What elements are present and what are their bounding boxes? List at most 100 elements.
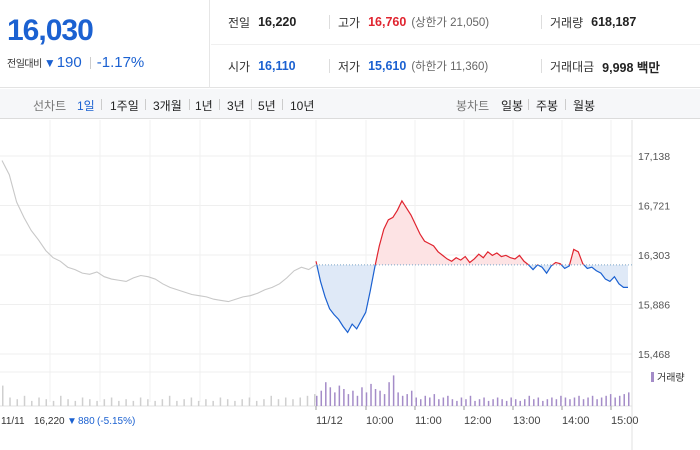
volume-bar-today xyxy=(424,395,427,406)
volume-bar-today xyxy=(514,399,517,406)
volume-bar-today xyxy=(429,397,431,406)
volume-bar-today xyxy=(600,397,603,406)
trade-value: 9,998 백만 xyxy=(602,60,660,75)
today-down-fill xyxy=(316,264,628,333)
y-tick-label: 17,138 xyxy=(638,151,670,163)
y-tick-label: 16,721 xyxy=(638,201,670,213)
x-axis: 11/12 10:00 11:00 12:00 13:00 14:00 15:00 xyxy=(315,406,639,427)
volume-bar-today xyxy=(365,392,368,406)
volume-bar-today xyxy=(442,397,445,406)
volume-bar-today xyxy=(374,389,377,406)
change-label: 전일대비 xyxy=(7,59,42,70)
volume-bar-prev xyxy=(299,397,301,406)
period-1day[interactable]: 1일 xyxy=(77,99,95,113)
volume-bar-today xyxy=(524,399,526,406)
volume-bar-today xyxy=(609,394,612,406)
volume-bar-prev xyxy=(81,397,84,406)
down-arrow-icon: ▼ xyxy=(67,416,77,427)
volume-bar-today xyxy=(478,399,481,406)
volume-bar-prev xyxy=(270,395,272,406)
volume-value: 618,187 xyxy=(591,15,637,29)
x-tick-label: 11:00 xyxy=(415,415,442,427)
price-chart[interactable]: 17,138 16,721 16,303 15,886 15,468 11/12 10:0… xyxy=(0,120,700,450)
prev-day-line xyxy=(1,160,317,303)
volume-bar-today xyxy=(401,395,404,406)
prev-day-change: 880 xyxy=(78,416,95,427)
period-3month[interactable]: 3개월 xyxy=(153,99,182,113)
volume-bar-today xyxy=(487,400,490,406)
candle-weekly[interactable]: 주봉 xyxy=(536,99,559,113)
candle-daily[interactable]: 일봉 xyxy=(501,99,524,113)
prev-close-value: 16,220 xyxy=(258,15,297,29)
divider xyxy=(282,99,283,110)
prev-close-label: 전일 xyxy=(228,15,251,30)
volume-bar-today xyxy=(388,382,390,406)
quote-info-grid: 전일 16,220 고가 16,760 (상한가 21,050) 거래량 618… xyxy=(211,0,700,88)
volume-bar-prev xyxy=(125,399,127,406)
volume-bar-today xyxy=(587,397,589,406)
lower-limit: (하한가 11,360) xyxy=(411,61,489,73)
period-3year[interactable]: 3년 xyxy=(227,99,245,113)
low-label: 저가 xyxy=(338,59,361,74)
volume-bar-today xyxy=(456,400,458,406)
volume-bar-prev xyxy=(284,397,287,406)
volume-bar-today xyxy=(392,375,395,406)
volume-bar-prev xyxy=(190,397,193,406)
volume-bar-today xyxy=(492,399,494,406)
trade-value-cell: 거래대금 9,998 백만 xyxy=(541,44,660,88)
open-value: 16,110 xyxy=(258,59,296,73)
high-cell: 고가 16,760 (상한가 21,050) xyxy=(328,0,490,44)
volume-bar-prev xyxy=(74,400,77,406)
candle-monthly[interactable]: 월봉 xyxy=(573,99,596,113)
volume-bar-today xyxy=(496,397,499,406)
y-tick-label: 16,303 xyxy=(638,250,670,262)
volume-bar-today xyxy=(325,382,327,406)
prev-day-area xyxy=(1,160,317,303)
divider xyxy=(89,56,91,69)
volume-bar-prev xyxy=(132,400,135,406)
period-1week[interactable]: 1주일 xyxy=(110,99,139,113)
prev-close-cell: 전일 16,220 xyxy=(228,0,296,44)
divider xyxy=(251,99,252,110)
volume-bar-prev xyxy=(9,397,11,406)
y-tick-label: 15,468 xyxy=(638,349,670,361)
quote-summary: 16,030 전일대비 ▼ 190 -1.17% 전일 16,220 고가 16… xyxy=(0,0,700,88)
volume-bar-prev xyxy=(118,400,120,406)
volume-bar-today xyxy=(560,395,562,406)
volume-bar-today xyxy=(533,399,535,406)
today-line-up xyxy=(315,199,585,265)
current-price-box: 16,030 전일대비 ▼ 190 -1.17% xyxy=(0,0,210,88)
period-1year[interactable]: 1년 xyxy=(195,99,213,113)
prev-day-close: 16,220 xyxy=(34,416,65,427)
volume-bar-today xyxy=(343,389,345,406)
period-10year[interactable]: 10년 xyxy=(290,99,315,113)
volume-bar-today xyxy=(614,397,616,406)
volume-bar-today xyxy=(410,390,413,406)
period-5year[interactable]: 5년 xyxy=(258,99,276,113)
volume-bar-today xyxy=(338,385,341,406)
volume-bar-prev xyxy=(306,395,309,406)
today-area xyxy=(315,199,632,334)
high-label: 고가 xyxy=(338,15,361,30)
x-tick-label: 15:00 xyxy=(611,415,639,427)
volume-bar-prev xyxy=(16,399,19,406)
volume-bar-prev xyxy=(89,399,91,406)
divider xyxy=(145,99,146,110)
volume-bar-today xyxy=(438,399,440,406)
volume-bar-today xyxy=(546,399,549,406)
divider xyxy=(565,99,566,110)
volume-bar-today xyxy=(578,395,580,406)
volume-bar-today xyxy=(447,395,449,406)
volume-bar-prev xyxy=(52,400,55,406)
volume-bar-today xyxy=(316,395,318,406)
volume-bar-today xyxy=(474,400,476,406)
open-cell: 시가 16,110 xyxy=(228,44,296,88)
volume-bar-prev xyxy=(23,395,26,406)
upper-limit: (상한가 21,050) xyxy=(411,17,490,29)
volume-bar-prev xyxy=(161,399,164,406)
volume-bar-prev xyxy=(168,395,171,406)
volume-bar-today xyxy=(483,397,485,406)
volume-bar-today xyxy=(334,392,336,406)
volume-bar-today xyxy=(356,395,359,406)
volume-label: 거래량 xyxy=(550,15,584,30)
